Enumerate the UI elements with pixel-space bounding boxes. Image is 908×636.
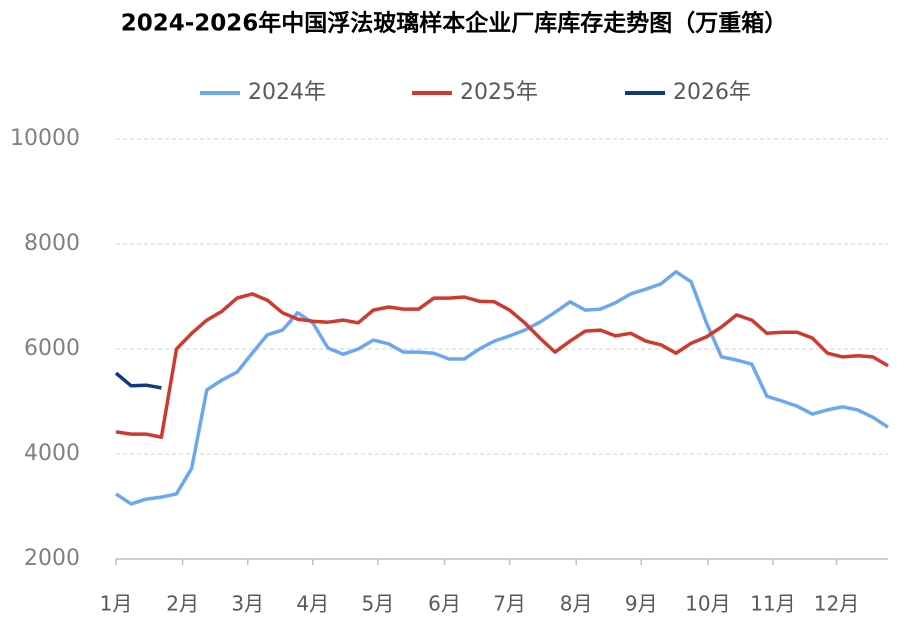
series-line [115,270,889,506]
x-tick-label: 12月 [814,592,859,616]
legend-label: 2025年 [460,80,538,105]
y-tick-label: 2000 [24,546,80,571]
x-tick-label: 4月 [296,592,329,616]
x-tick-label: 10月 [685,592,730,616]
chart-title: 2024-2026年中国浮法玻璃样本企业厂库库存走势图（万重箱） [121,10,788,37]
legend-label: 2024年 [248,80,326,105]
x-tick-label: 8月 [560,592,593,616]
y-tick-label: 6000 [24,336,80,361]
x-tick-label: 5月 [362,592,395,616]
series-line [114,371,162,390]
x-tick-label: 6月 [428,592,461,616]
legend-label: 2026年 [673,80,751,105]
x-tick-label: 7月 [493,592,526,616]
y-tick-label: 8000 [24,231,80,256]
x-tick-label: 3月 [231,592,264,616]
series-line [115,292,889,439]
x-tick-label: 9月 [625,592,658,616]
y-tick-label: 4000 [24,441,80,466]
x-tick-label: 2月 [166,592,199,616]
x-tick-label: 1月 [100,592,133,616]
y-tick-label: 10000 [10,126,80,151]
x-tick-label: 11月 [750,592,795,616]
